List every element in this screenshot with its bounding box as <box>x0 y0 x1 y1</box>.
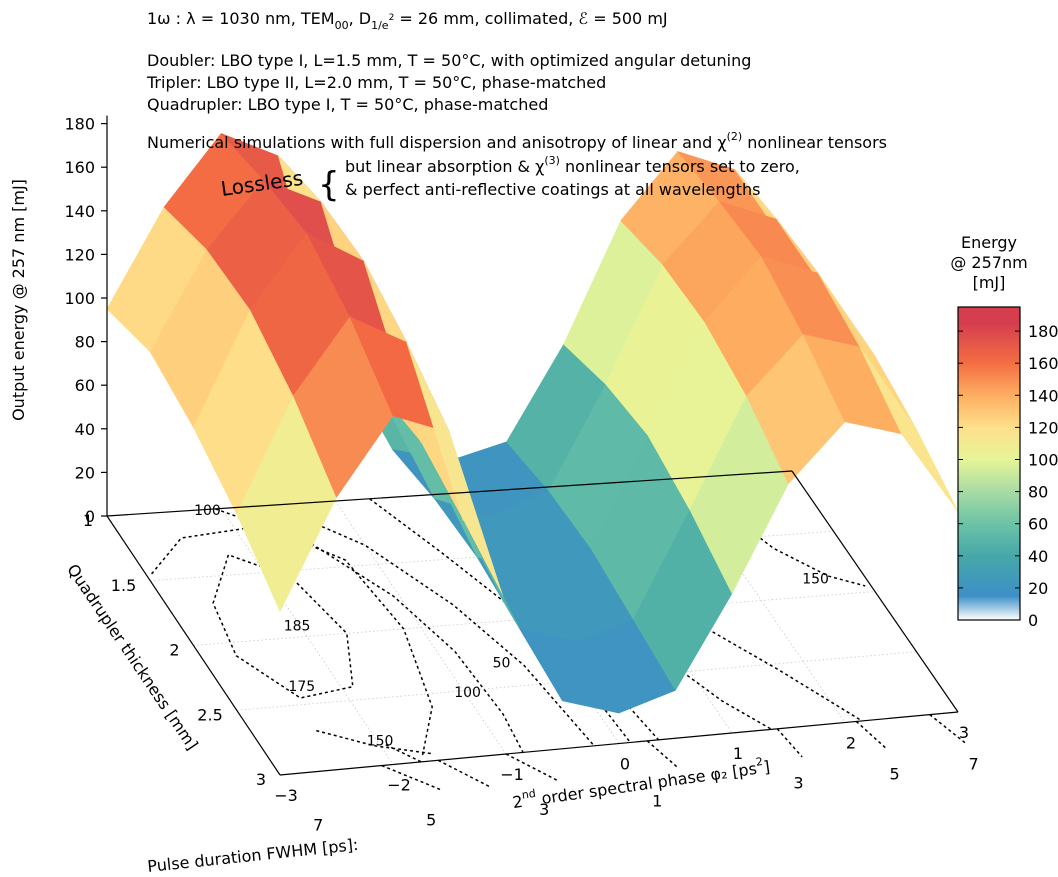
x-tick-label: −3 <box>274 786 298 805</box>
z-tick-label: 140 <box>64 202 95 221</box>
z-tick-label: 40 <box>75 420 95 439</box>
duration-line <box>437 759 492 789</box>
colorbar-tick-label: 40 <box>1028 547 1048 566</box>
y-tick-label: 1 <box>83 511 93 530</box>
energy-surface <box>106 133 959 714</box>
z-tick-label: 0 <box>85 507 95 526</box>
x-tick-label: −2 <box>387 776 411 795</box>
duration-line <box>381 764 441 791</box>
x-tick-label: 0 <box>620 755 630 774</box>
duration-label: 5 <box>426 810 436 829</box>
contour-line <box>151 525 433 756</box>
contour-label: 100 <box>454 685 481 701</box>
y-tick-label: 2 <box>169 641 179 660</box>
duration-line <box>505 753 560 782</box>
colorbar-title: Energy <box>961 233 1017 252</box>
duration-line <box>776 728 803 758</box>
contour-line <box>385 744 422 763</box>
x-tick-label: 1 <box>733 744 743 763</box>
contour-label: 150 <box>367 733 394 749</box>
contour-label: 185 <box>284 619 311 635</box>
y-tick-label: 3 <box>256 770 266 789</box>
beam-params-text: 1ω : λ = 1030 nm, TEM00, D1/e2 = 26 mm, … <box>147 9 668 32</box>
z-tick-label: 180 <box>64 115 95 134</box>
colorbar-title: [mJ] <box>973 273 1006 292</box>
surface-patch <box>859 346 959 512</box>
base-frame-edge <box>279 711 959 776</box>
y-tick-label: 1.5 <box>111 576 136 595</box>
z-axis-title: Output energy @ 257 nm [mJ] <box>9 179 28 421</box>
x-tick-label: 2 <box>846 734 856 753</box>
z-tick-label: 60 <box>75 376 95 395</box>
colorbar-tick-label: 20 <box>1028 579 1048 598</box>
grid-line-x <box>220 508 394 765</box>
brace-glyph: { <box>318 165 340 205</box>
duration-line <box>855 720 888 750</box>
absorption-text: but linear absorption & χ(3) nonlinear t… <box>345 154 800 176</box>
x-tick-label: 3 <box>959 723 969 742</box>
duration-label: 1 <box>652 791 662 810</box>
colorbar: 0 20 40 60 80 100 120 140 160 180 Energy@ 257nm[mJ… <box>950 233 1058 630</box>
z-tick-label: 20 <box>75 463 95 482</box>
colorbar-tick-label: 140 <box>1028 386 1058 405</box>
colorbar-title: @ 257nm <box>950 253 1027 272</box>
contour-line <box>316 729 435 755</box>
simulation-text: Numerical simulations with full dispersi… <box>147 130 887 152</box>
duration-prefix: Pulse duration FWHM [ps]: <box>146 835 359 876</box>
z-tick-label: 120 <box>64 245 95 264</box>
base-frame-edge <box>106 470 793 517</box>
colorbar-tick-label: 160 <box>1028 354 1058 373</box>
colorbar-tick-label: 80 <box>1028 483 1048 502</box>
contour-label: 100 <box>194 503 221 519</box>
duration-label: 7 <box>313 815 323 834</box>
z-tick-label: 100 <box>64 289 95 308</box>
contour-label: 175 <box>288 679 315 695</box>
colorbar-tick-label: 0 <box>1028 611 1038 630</box>
coatings-text: & perfect anti-reflective coatings at al… <box>345 180 760 199</box>
base-frame-edge <box>106 515 281 776</box>
doubler-text: Doubler: LBO type I, L=1.5 mm, T = 50°C,… <box>147 51 751 70</box>
duration-line <box>646 740 679 769</box>
x-axis-title: 2nd order spectral phase φ₂ [ps2] <box>511 754 771 812</box>
duration-label: 3 <box>793 774 803 793</box>
contour-label: 150 <box>802 571 829 587</box>
duration-label: 3 <box>539 800 549 819</box>
contour-label: 50 <box>493 655 511 671</box>
quadrupler-text: Quadrupler: LBO type I, T = 50°C, phase-… <box>147 95 548 114</box>
y-tick-label: 2.5 <box>197 705 222 724</box>
annotation-block: 1ω : λ = 1030 nm, TEM00, D1/e2 = 26 mm, … <box>146 9 887 205</box>
contour-line <box>212 554 354 699</box>
tripler-text: Tripler: LBO type II, L=2.0 mm, T = 50°C… <box>146 73 606 92</box>
colorbar-rect <box>957 306 1021 621</box>
duration-label: 5 <box>889 765 899 784</box>
colorbar-tick-label: 180 <box>1028 322 1058 341</box>
base-frame-edge <box>791 470 959 713</box>
grid-line-x <box>335 500 507 755</box>
duration-label: 7 <box>969 754 979 773</box>
z-tick-label: 80 <box>75 333 95 352</box>
x-tick-label: −1 <box>500 765 524 784</box>
duration-line <box>929 714 967 745</box>
contour-line <box>215 508 524 753</box>
z-tick-label: 160 <box>64 158 95 177</box>
colorbar-tick-label: 100 <box>1028 450 1058 469</box>
axes <box>106 115 959 776</box>
contour-line <box>272 504 595 747</box>
colorbar-tick-label: 60 <box>1028 515 1048 534</box>
colorbar-tick-label: 120 <box>1028 418 1058 437</box>
